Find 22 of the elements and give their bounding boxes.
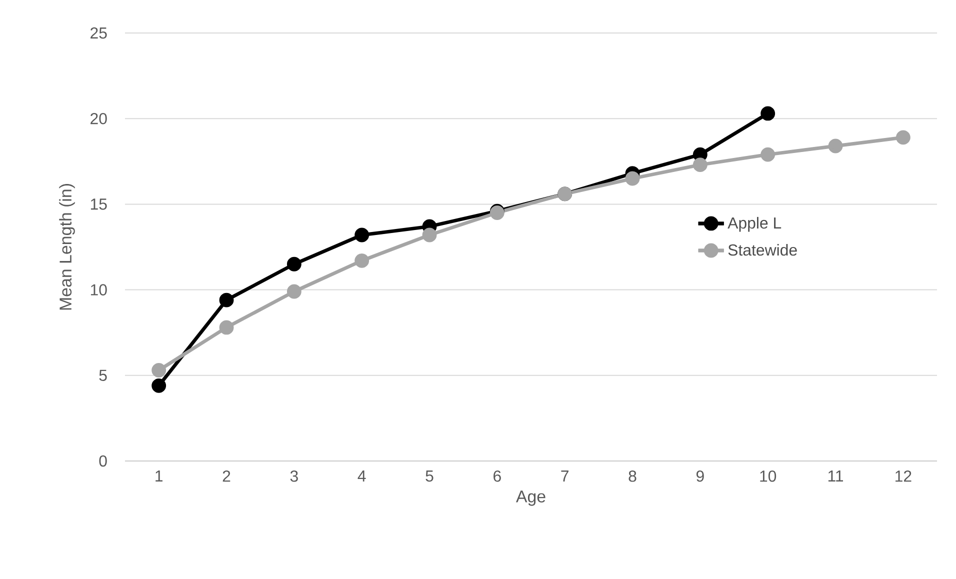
x-tick-label: 1 bbox=[156, 470, 162, 482]
x-tick-label: 4 bbox=[358, 470, 366, 482]
y-tick-label: 0 bbox=[99, 455, 107, 467]
x-tick-label: 6 bbox=[494, 470, 501, 482]
x-axis-title: Age bbox=[516, 490, 546, 506]
x-tick-label: 12 bbox=[896, 470, 912, 482]
y-tick-label: 15 bbox=[90, 198, 107, 210]
x-tick-label: 3 bbox=[290, 470, 298, 482]
x-tick-label: 7 bbox=[561, 470, 568, 482]
x-tick-label: 9 bbox=[696, 470, 704, 482]
legend-label: Apple L bbox=[728, 216, 782, 232]
legend-label: Statewide bbox=[728, 244, 797, 256]
y-tick-label: 10 bbox=[90, 284, 107, 296]
y-axis-title: Mean Length (in) bbox=[59, 184, 75, 310]
y-tick-label: 20 bbox=[90, 112, 107, 124]
x-tick-label: 5 bbox=[426, 470, 434, 482]
x-tick-label: 10 bbox=[760, 470, 776, 482]
x-tick-label: 11 bbox=[828, 470, 843, 482]
x-tick-label: 2 bbox=[222, 470, 230, 482]
y-tick-label: 25 bbox=[90, 27, 107, 39]
x-tick-label: 8 bbox=[628, 470, 636, 482]
y-tick-label: 5 bbox=[99, 370, 107, 381]
